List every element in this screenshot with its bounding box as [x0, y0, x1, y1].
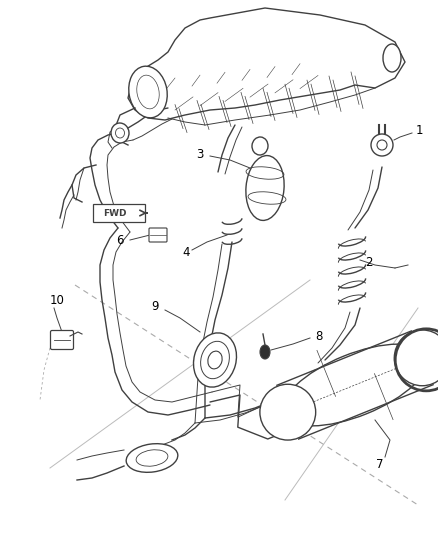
Polygon shape	[128, 8, 405, 120]
Ellipse shape	[194, 333, 237, 387]
Text: 4: 4	[182, 246, 190, 260]
Ellipse shape	[201, 341, 230, 379]
Text: 2: 2	[365, 256, 372, 270]
Ellipse shape	[111, 123, 129, 143]
Text: 10: 10	[49, 294, 64, 306]
Ellipse shape	[252, 137, 268, 155]
Ellipse shape	[383, 44, 401, 72]
Ellipse shape	[394, 330, 438, 386]
Ellipse shape	[126, 443, 178, 472]
Text: 6: 6	[116, 235, 124, 247]
Text: 8: 8	[315, 329, 322, 343]
Text: 3: 3	[196, 149, 204, 161]
Ellipse shape	[137, 75, 159, 109]
FancyBboxPatch shape	[93, 204, 145, 222]
Text: 1: 1	[416, 125, 424, 138]
Ellipse shape	[208, 351, 222, 369]
Ellipse shape	[377, 140, 387, 150]
Ellipse shape	[129, 66, 167, 118]
FancyBboxPatch shape	[149, 228, 167, 242]
Ellipse shape	[116, 128, 124, 138]
Text: 7: 7	[376, 458, 384, 472]
Ellipse shape	[260, 384, 316, 440]
Text: 9: 9	[151, 300, 159, 312]
Ellipse shape	[371, 134, 393, 156]
Ellipse shape	[246, 156, 284, 221]
Ellipse shape	[136, 450, 168, 466]
Ellipse shape	[260, 345, 270, 359]
FancyBboxPatch shape	[50, 330, 74, 350]
Text: FWD: FWD	[103, 209, 127, 219]
Ellipse shape	[282, 344, 428, 426]
